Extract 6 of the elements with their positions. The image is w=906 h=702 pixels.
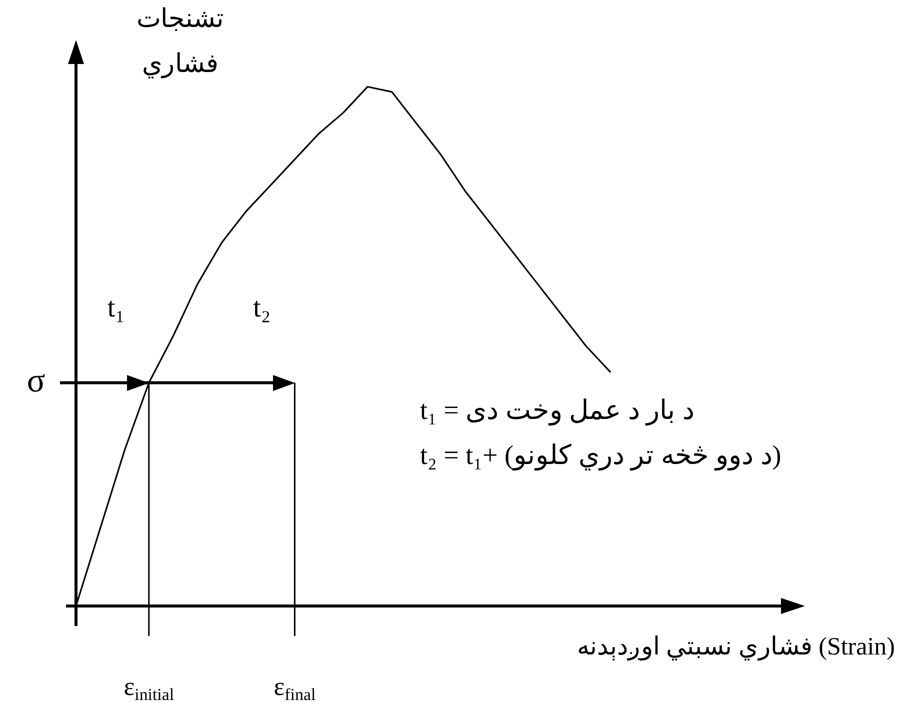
ref-line-label: σ <box>26 362 46 400</box>
annotation: t₁ <box>107 292 125 324</box>
annotation: t₁ = د بار د عمل وخت دی <box>420 395 694 426</box>
annotation: t₂ = t₁+ (د دوو څخه تر دري کلونو) <box>420 440 782 472</box>
annotation: t₂ <box>253 292 271 324</box>
x-axis-title: فشاري نسبتي اوږدېدنه (Strain) <box>576 634 896 662</box>
